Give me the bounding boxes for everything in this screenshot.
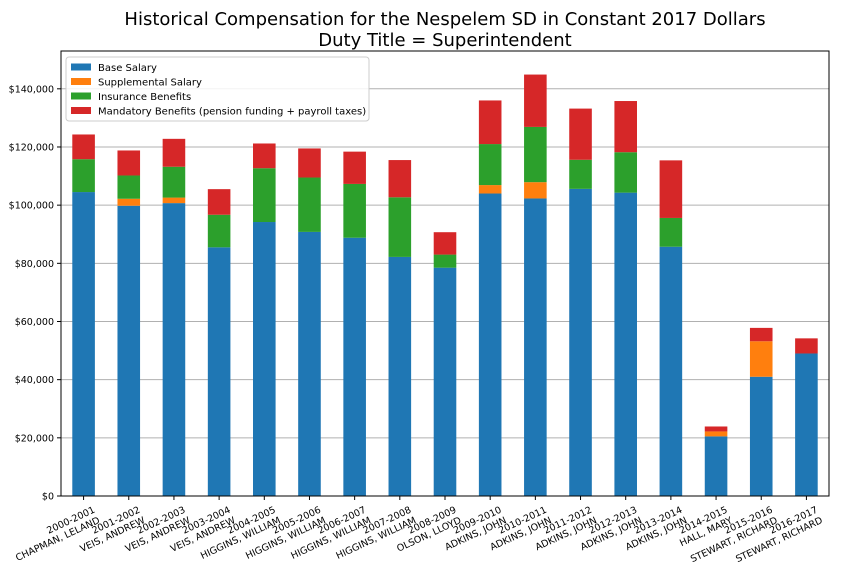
bar-segment-supplemental	[704, 431, 728, 437]
bar-segment-insurance	[524, 126, 547, 183]
y-axis: $0 $20,000 $40,000 $60,000 $80,000 $100,000 $1…	[9, 84, 61, 503]
y-tick-label: $0	[42, 492, 54, 503]
legend-swatch	[71, 107, 91, 114]
bar-segment-insurance	[207, 214, 231, 248]
legend-swatch	[71, 78, 91, 85]
bar-segment-base	[749, 376, 773, 496]
bar-segment-mandatory	[704, 426, 728, 432]
bar-segment-insurance	[614, 152, 637, 193]
legend-swatch	[71, 92, 91, 100]
bar-segment-insurance	[478, 144, 502, 186]
bar-segment-mandatory	[749, 327, 773, 342]
bar-segment-mandatory	[388, 160, 412, 198]
bar-segment-base	[704, 436, 728, 496]
bar-segment-base	[388, 256, 412, 496]
bar-segment-base	[524, 198, 547, 496]
legend-label: Insurance Benefits	[98, 92, 191, 103]
bar-segment-mandatory	[569, 108, 592, 160]
bar-segment-base	[795, 353, 818, 496]
y-tick-label: $120,000	[9, 142, 54, 153]
bar-segment-mandatory	[478, 100, 502, 145]
bar-segment-insurance	[72, 159, 95, 193]
y-tick-label: $60,000	[15, 317, 54, 328]
bar-segment-supplemental	[162, 197, 186, 204]
legend-swatch	[71, 63, 91, 71]
y-tick-label: $40,000	[15, 375, 54, 386]
bar-segment-mandatory	[659, 160, 683, 218]
bar-segment-mandatory	[117, 150, 141, 176]
bar-segment-mandatory	[298, 148, 321, 178]
legend-box	[65, 56, 370, 122]
bar-segment-base	[478, 193, 502, 496]
bar-segment-mandatory	[253, 143, 276, 169]
bar-segment-base	[72, 192, 95, 497]
y-tick-label: $100,000	[9, 201, 54, 212]
bar-segment-base	[162, 203, 186, 496]
bar-segment-base	[433, 267, 457, 496]
legend-label: Mandatory Benefits (pension funding + pa…	[98, 107, 366, 118]
bar-segment-insurance	[659, 217, 683, 247]
bar-segment-supplemental	[117, 198, 141, 206]
bar-segment-base	[253, 222, 276, 497]
bar-segment-base	[207, 247, 231, 496]
legend: Base Salary Supplemental Salary Insurance …	[65, 56, 370, 122]
legend-label: Supplemental Salary	[98, 78, 202, 89]
y-tick-label: $140,000	[9, 84, 54, 95]
bar-segment-insurance	[343, 183, 366, 238]
bar-segment-base	[614, 192, 637, 496]
bar-segment-mandatory	[72, 134, 95, 160]
bar-segment-mandatory	[162, 138, 186, 167]
bar-segment-insurance	[433, 254, 457, 268]
bar-segment-insurance	[117, 175, 141, 199]
bar-segment-supplemental	[524, 182, 547, 199]
bars-layer	[72, 74, 818, 497]
bar-segment-insurance	[162, 166, 186, 198]
bar-segment-base	[659, 246, 683, 496]
bar-segment-base	[569, 188, 592, 497]
legend-label: Base Salary	[98, 63, 157, 74]
bar-segment-insurance	[569, 159, 592, 189]
y-tick-label: $20,000	[15, 433, 54, 444]
y-tick-label: $80,000	[15, 259, 54, 270]
bar-segment-mandatory	[433, 232, 457, 255]
bar-segment-base	[343, 237, 366, 496]
bar-segment-mandatory	[524, 74, 547, 127]
bar-segment-supplemental	[749, 341, 773, 377]
bar-segment-mandatory	[207, 189, 231, 215]
bar-segment-mandatory	[795, 338, 818, 354]
bar-segment-insurance	[388, 197, 412, 257]
x-tick-label: 2000-2001CHAPMAN, LELAND	[9, 505, 102, 564]
bar-segment-insurance	[253, 168, 276, 223]
chart-title: Historical Compensation for the Nespelem…	[124, 9, 765, 30]
bar-segment-mandatory	[614, 101, 637, 153]
bar-segment-mandatory	[343, 151, 366, 184]
bar-segment-base	[117, 205, 141, 496]
bar-segment-base	[298, 231, 321, 496]
chart-subtitle: Duty Title = Superintendent	[318, 30, 571, 51]
bar-segment-insurance	[298, 177, 321, 232]
bar-segment-supplemental	[478, 185, 502, 194]
